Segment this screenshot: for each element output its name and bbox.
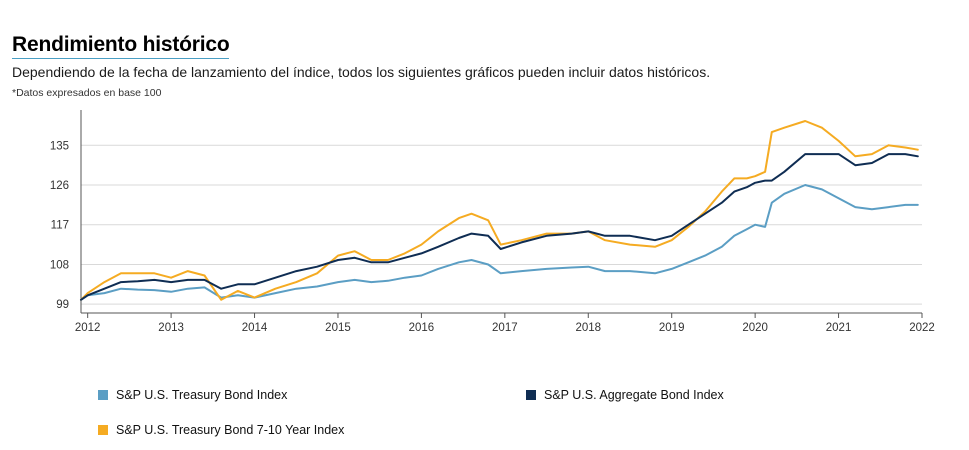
y-tick-label-126: 126 bbox=[50, 180, 69, 192]
x-tick-label-2021: 2021 bbox=[826, 322, 852, 334]
y-tick-label-135: 135 bbox=[50, 140, 69, 152]
legend-label-aggregate: S&P U.S. Aggregate Bond Index bbox=[544, 388, 724, 402]
y-tick-label-108: 108 bbox=[50, 259, 69, 271]
y-tick-label-117: 117 bbox=[51, 220, 69, 232]
x-tick-label-2014: 2014 bbox=[242, 322, 268, 334]
line-chart: 99 108 117 126 135 2012 2013 2014 2015 2016 2017 20… bbox=[0, 0, 969, 370]
x-tick-label-2017: 2017 bbox=[492, 322, 518, 334]
x-tick-label-2013: 2013 bbox=[158, 322, 184, 334]
x-tick-label-2015: 2015 bbox=[325, 322, 351, 334]
x-tick-label-2019: 2019 bbox=[659, 322, 685, 334]
legend-swatch-aggregate bbox=[526, 390, 536, 400]
x-tick-label-2020: 2020 bbox=[742, 322, 768, 334]
legend-swatch-treasury-7-10 bbox=[98, 425, 108, 435]
y-tick-label-99: 99 bbox=[56, 299, 69, 311]
legend-label-treasury: S&P U.S. Treasury Bond Index bbox=[116, 388, 287, 402]
legend-item-aggregate: S&P U.S. Aggregate Bond Index bbox=[526, 388, 724, 402]
x-tick-label-2012: 2012 bbox=[75, 322, 101, 334]
legend-item-treasury: S&P U.S. Treasury Bond Index bbox=[98, 388, 287, 402]
x-tick-label-2018: 2018 bbox=[575, 322, 601, 334]
legend-item-treasury-7-10: S&P U.S. Treasury Bond 7-10 Year Index bbox=[98, 423, 344, 437]
x-tick-label-2022: 2022 bbox=[909, 322, 935, 334]
legend-label-treasury-7-10: S&P U.S. Treasury Bond 7-10 Year Index bbox=[116, 423, 344, 437]
x-tick-label-2016: 2016 bbox=[409, 322, 435, 334]
legend-swatch-treasury bbox=[98, 390, 108, 400]
